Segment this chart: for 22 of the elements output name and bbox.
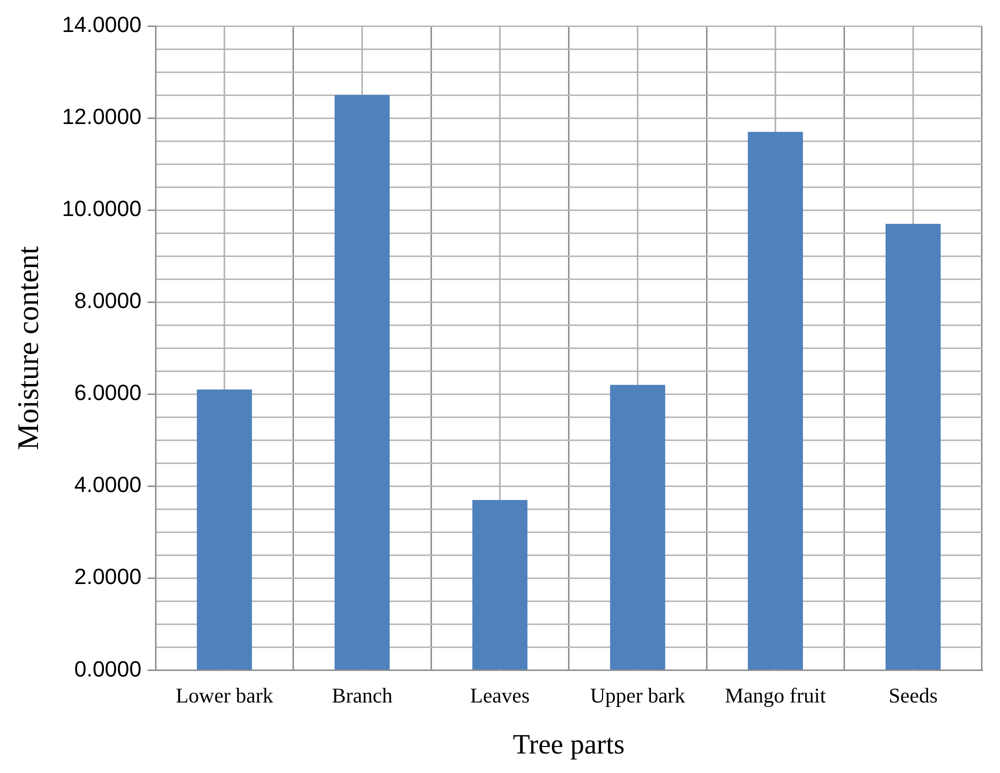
x-tick-label: Lower bark: [176, 683, 274, 708]
y-tick-label: 4.0000: [74, 472, 142, 498]
bar: [610, 384, 666, 670]
y-tick-label: 10.0000: [62, 196, 142, 222]
bar: [334, 95, 390, 670]
x-tick-label: Mango fruit: [724, 683, 826, 708]
bar: [472, 500, 528, 670]
y-tick-label: 0.0000: [74, 656, 142, 682]
x-tick-label: Upper bark: [590, 683, 686, 708]
y-tick-label: 8.0000: [74, 288, 142, 314]
y-axis-title: Moisture content: [12, 245, 45, 450]
y-tick-label: 12.0000: [62, 104, 142, 130]
bar: [886, 224, 941, 670]
bar: [748, 132, 803, 670]
y-tick-label: 2.0000: [74, 564, 142, 590]
x-tick-label: Leaves: [470, 683, 530, 708]
x-tick-label: Branch: [332, 683, 393, 708]
x-axis-title: Tree parts: [512, 730, 625, 761]
bar: [196, 390, 252, 670]
y-tick-label: 14.0000: [62, 12, 142, 38]
y-tick-label: 6.0000: [74, 380, 142, 406]
x-tick-label: Seeds: [888, 683, 938, 708]
